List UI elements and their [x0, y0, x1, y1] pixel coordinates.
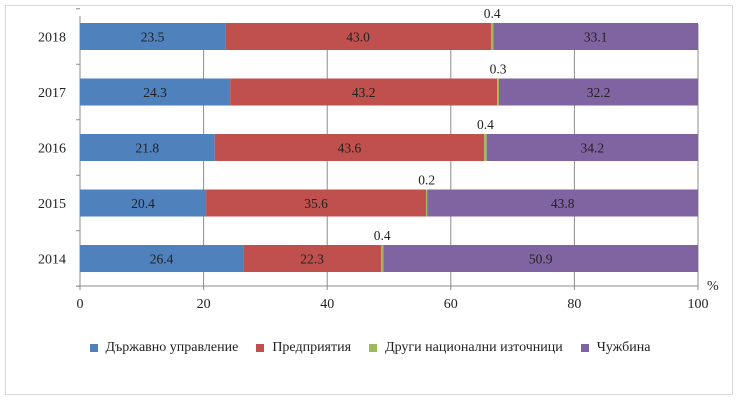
- bar-segment: [230, 78, 498, 106]
- x-tick-label: 100: [688, 297, 709, 312]
- bar-segment: [426, 189, 428, 217]
- data-label: 23.5: [141, 30, 165, 45]
- bar-segment: [206, 189, 427, 217]
- bar-segment: [497, 78, 500, 106]
- legend-item: Държавно управление: [89, 340, 239, 356]
- data-label: 0.3: [490, 62, 507, 77]
- legend-swatch: [256, 344, 265, 352]
- y-tick-label: 2016: [38, 142, 66, 157]
- data-label: 43.6: [338, 141, 362, 156]
- bar-segment: [225, 23, 491, 50]
- x-axis-unit-label: %: [707, 279, 719, 294]
- data-label: 26.4: [150, 252, 174, 267]
- data-label: 43.8: [551, 196, 575, 211]
- x-tick-label: 0: [77, 297, 84, 312]
- bar-segment: [493, 23, 698, 50]
- data-label: 21.8: [136, 141, 160, 156]
- legend: Държавно управление Предприятия Други наци…: [0, 340, 740, 356]
- legend-item: Други национални източници: [369, 340, 563, 356]
- legend-label: Чужбина: [596, 340, 651, 355]
- x-tick-label: 40: [320, 297, 334, 312]
- y-tick-label: 2017: [38, 86, 66, 101]
- legend-label: Предприятия: [272, 340, 352, 355]
- data-label: 33.1: [584, 30, 608, 45]
- data-label: 24.3: [143, 85, 167, 100]
- bar-segment: [380, 245, 384, 272]
- y-tick-label: 2014: [38, 253, 66, 268]
- legend-item: Предприятия: [256, 340, 351, 356]
- x-tick-label: 80: [567, 297, 581, 312]
- data-label: 50.9: [529, 252, 553, 267]
- legend-swatch: [89, 344, 98, 352]
- chart-frame: [5, 5, 733, 395]
- data-label: 0.4: [484, 6, 501, 21]
- bar-segment: [80, 189, 207, 217]
- data-label: 34.2: [581, 141, 605, 156]
- bar-segment: [80, 23, 226, 50]
- data-label: 22.3: [300, 252, 324, 267]
- data-label: 0.2: [418, 173, 435, 188]
- bar-segment: [499, 78, 698, 106]
- data-label: 32.2: [587, 85, 611, 100]
- bar-segment: [243, 245, 381, 272]
- x-tick-label: 20: [197, 297, 211, 312]
- bar-segment: [490, 23, 494, 50]
- y-tick-label: 2015: [38, 197, 66, 212]
- bar-segment: [80, 245, 244, 272]
- y-tick-label: 2018: [38, 31, 66, 46]
- legend-swatch: [369, 344, 378, 352]
- bar-segment: [80, 78, 231, 106]
- data-label: 43.2: [352, 85, 376, 100]
- data-label: 35.6: [304, 196, 328, 211]
- data-label: 20.4: [131, 196, 155, 211]
- bar-segment: [80, 134, 215, 161]
- bar-segment: [484, 134, 487, 161]
- legend-swatch: [580, 344, 589, 352]
- bar-segment: [427, 189, 698, 217]
- data-label: 0.4: [374, 228, 391, 243]
- x-tick-label: 60: [444, 297, 458, 312]
- legend-label: Други национални източници: [385, 340, 563, 355]
- data-label: 0.4: [477, 117, 494, 132]
- bar-segment: [383, 245, 698, 272]
- data-label: 43.0: [346, 30, 370, 45]
- legend-item: Чужбина: [580, 340, 651, 356]
- legend-label: Държавно управление: [105, 340, 239, 355]
- bar-segment: [486, 134, 698, 161]
- bar-segment: [214, 134, 485, 161]
